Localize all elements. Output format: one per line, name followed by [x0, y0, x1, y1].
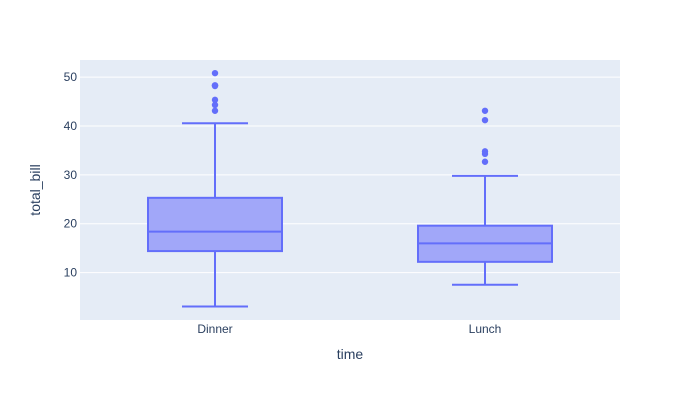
box-dinner [147, 69, 283, 308]
plot-background [80, 60, 620, 320]
x-tick-label: Dinner [197, 322, 232, 336]
outlier-point [481, 158, 489, 165]
x-axis-title: time [337, 346, 364, 362]
outlier-point [211, 82, 219, 89]
y-tick-label: 20 [64, 217, 78, 231]
outlier-point [211, 96, 219, 104]
outlier-point [211, 69, 219, 77]
boxes [147, 69, 553, 308]
y-tick-label: 50 [64, 70, 78, 84]
outlier-point [481, 116, 489, 124]
x-tick-label: Lunch [469, 322, 502, 336]
outlier-point [211, 101, 219, 109]
y-tick-label: 10 [64, 266, 78, 280]
y-tick-label: 30 [64, 168, 78, 182]
box-lunch [417, 107, 553, 286]
iqr-box [147, 196, 283, 253]
y-axis-title: total_bill [27, 164, 43, 215]
y-tick-labels: 10 20 30 40 50 [64, 70, 78, 279]
outlier-point [481, 148, 489, 155]
y-tick-label: 40 [64, 119, 78, 133]
outlier-point [211, 107, 219, 114]
outlier-point [481, 107, 489, 114]
x-tick-labels: Dinner Lunch [197, 322, 501, 336]
